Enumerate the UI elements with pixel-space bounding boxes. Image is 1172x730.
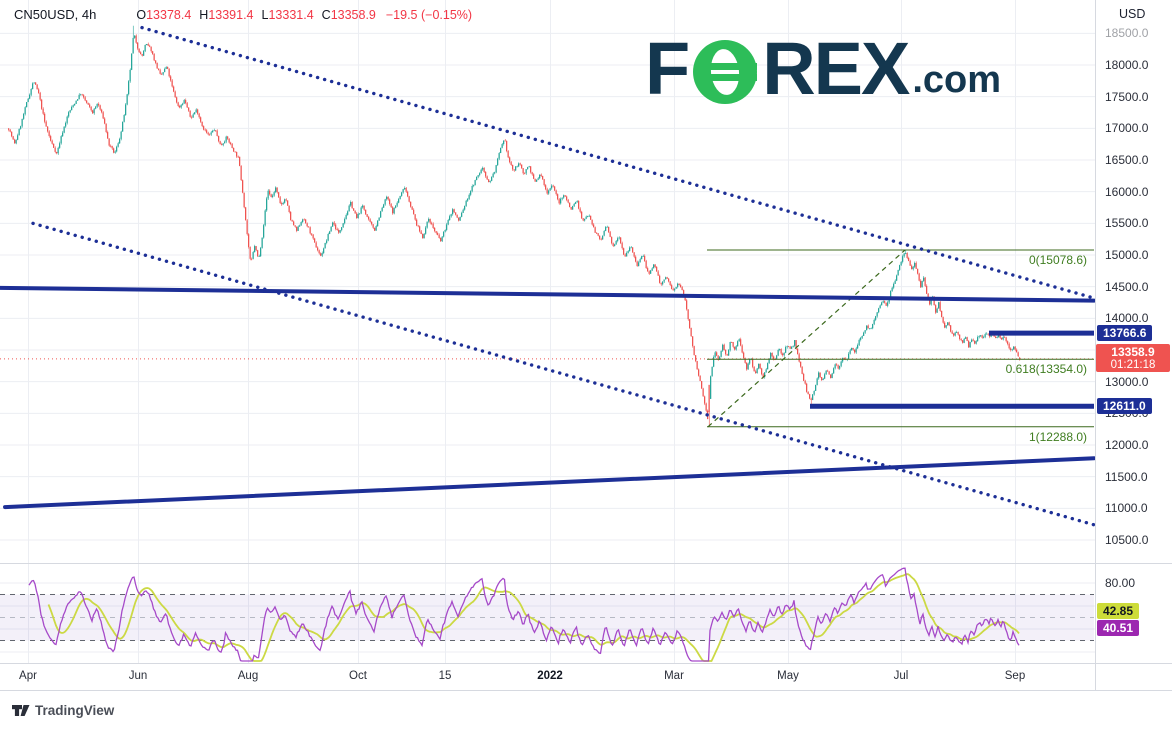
price-tick-label: 12000.0 — [1105, 438, 1149, 452]
price-tick-label: 18000.0 — [1105, 58, 1149, 72]
ohlc-low: L13331.4 — [261, 8, 314, 22]
price-tick-label: 15500.0 — [1105, 216, 1149, 231]
rsi-axis-tick: 80.00 — [1105, 576, 1136, 590]
price-tick-label: 10500.0 — [1105, 533, 1149, 547]
rsi-line — [28, 567, 1020, 662]
rsi-band — [0, 594, 1094, 641]
time-tick-label: May — [777, 670, 799, 682]
price-tick-label: 11000.0 — [1105, 501, 1148, 516]
time-tick-label: 2022 — [537, 670, 563, 682]
trend-lines — [0, 25, 1096, 527]
forex-o-icon — [691, 34, 759, 111]
fib-level-label: 0(15078.6) — [1028, 253, 1087, 268]
time-tick-label: Apr — [19, 670, 37, 682]
tradingview-icon — [12, 705, 30, 716]
forex-letter-f: F — [645, 26, 690, 110]
price-axis-border — [1095, 0, 1096, 690]
forex-letters-rex: REX — [762, 26, 910, 110]
price-tick-label: 16000.0 — [1105, 184, 1149, 199]
time-axis[interactable]: Apr Jun Aug Oct 15 2022 Mar May Jul Sep — [0, 664, 1095, 690]
price-tick-label: 14500.0 — [1105, 279, 1149, 294]
support-price-label: 12611.0 — [1097, 398, 1152, 415]
resistance-price-label: 13766.6 — [1097, 325, 1153, 342]
fibonacci-retracement — [707, 249, 1094, 428]
symbol-legend: CN50USD, 4h O13378.4 H13391.4 L13331.4 C… — [14, 7, 472, 22]
candlesticks — [8, 25, 1021, 427]
price-tick-label: 16500.0 — [1105, 153, 1149, 167]
grid-lines — [0, 0, 1095, 663]
tradingview-text: TradingView — [35, 703, 115, 718]
rsi-ma-line — [47, 573, 1020, 662]
price-tick-label: 11500.0 — [1105, 469, 1148, 484]
pane-separator[interactable] — [0, 563, 1172, 564]
symbol-title[interactable]: CN50USD, 4h — [14, 7, 97, 22]
price-tick-label: 14000.0 — [1105, 311, 1149, 326]
currency-label: USD — [1119, 7, 1146, 21]
ohlc-open: O13378.4 — [136, 8, 192, 22]
rsi-ma-value-label: 42.85 — [1097, 603, 1140, 619]
time-tick-label: Oct — [349, 670, 367, 682]
rsi-indicator — [28, 567, 1020, 662]
time-tick-label: Jul — [893, 670, 909, 682]
time-axis-top-border — [0, 663, 1172, 664]
time-tick-label: Jun — [128, 670, 148, 682]
ohlc-high: H13391.4 — [199, 8, 254, 22]
price-tick-label: 13000.0 — [1105, 374, 1149, 389]
time-axis-bottom-border — [0, 690, 1172, 691]
tradingview-logo[interactable]: TradingView — [12, 702, 114, 719]
fib-level-label: 0.618(13354.0) — [1005, 362, 1087, 377]
last-price-label: 13358.9 01:21:18 — [1096, 343, 1170, 372]
fib-level-label: 1(12288.0) — [1028, 429, 1087, 444]
price-tick-label: 17000.0 — [1105, 121, 1149, 136]
change-value: −19.5 (−0.15%) — [385, 8, 473, 22]
price-tick-label: 18500.0 — [1105, 26, 1149, 41]
time-tick-label: 15 — [438, 670, 452, 682]
rsi-value-label: 40.51 — [1097, 620, 1140, 636]
time-tick-label: Sep — [1004, 670, 1026, 682]
last-price-value: 13358.9 — [1111, 344, 1155, 359]
price-axis[interactable]: USD 18500.0 18000.0 17500.0 17000.0 16500.0 1… — [1096, 0, 1172, 690]
price-tick-label: 17500.0 — [1105, 89, 1149, 104]
price-tick-label: 15000.0 — [1105, 248, 1149, 262]
forex-watermark: F REX .com — [645, 30, 1001, 107]
time-tick-label: Mar — [664, 670, 684, 682]
bar-countdown: 01:21:18 — [1110, 358, 1156, 371]
time-tick-label: Aug — [237, 670, 259, 682]
forex-com-suffix: .com — [912, 59, 1002, 101]
ohlc-close: C13358.9 — [321, 8, 376, 22]
